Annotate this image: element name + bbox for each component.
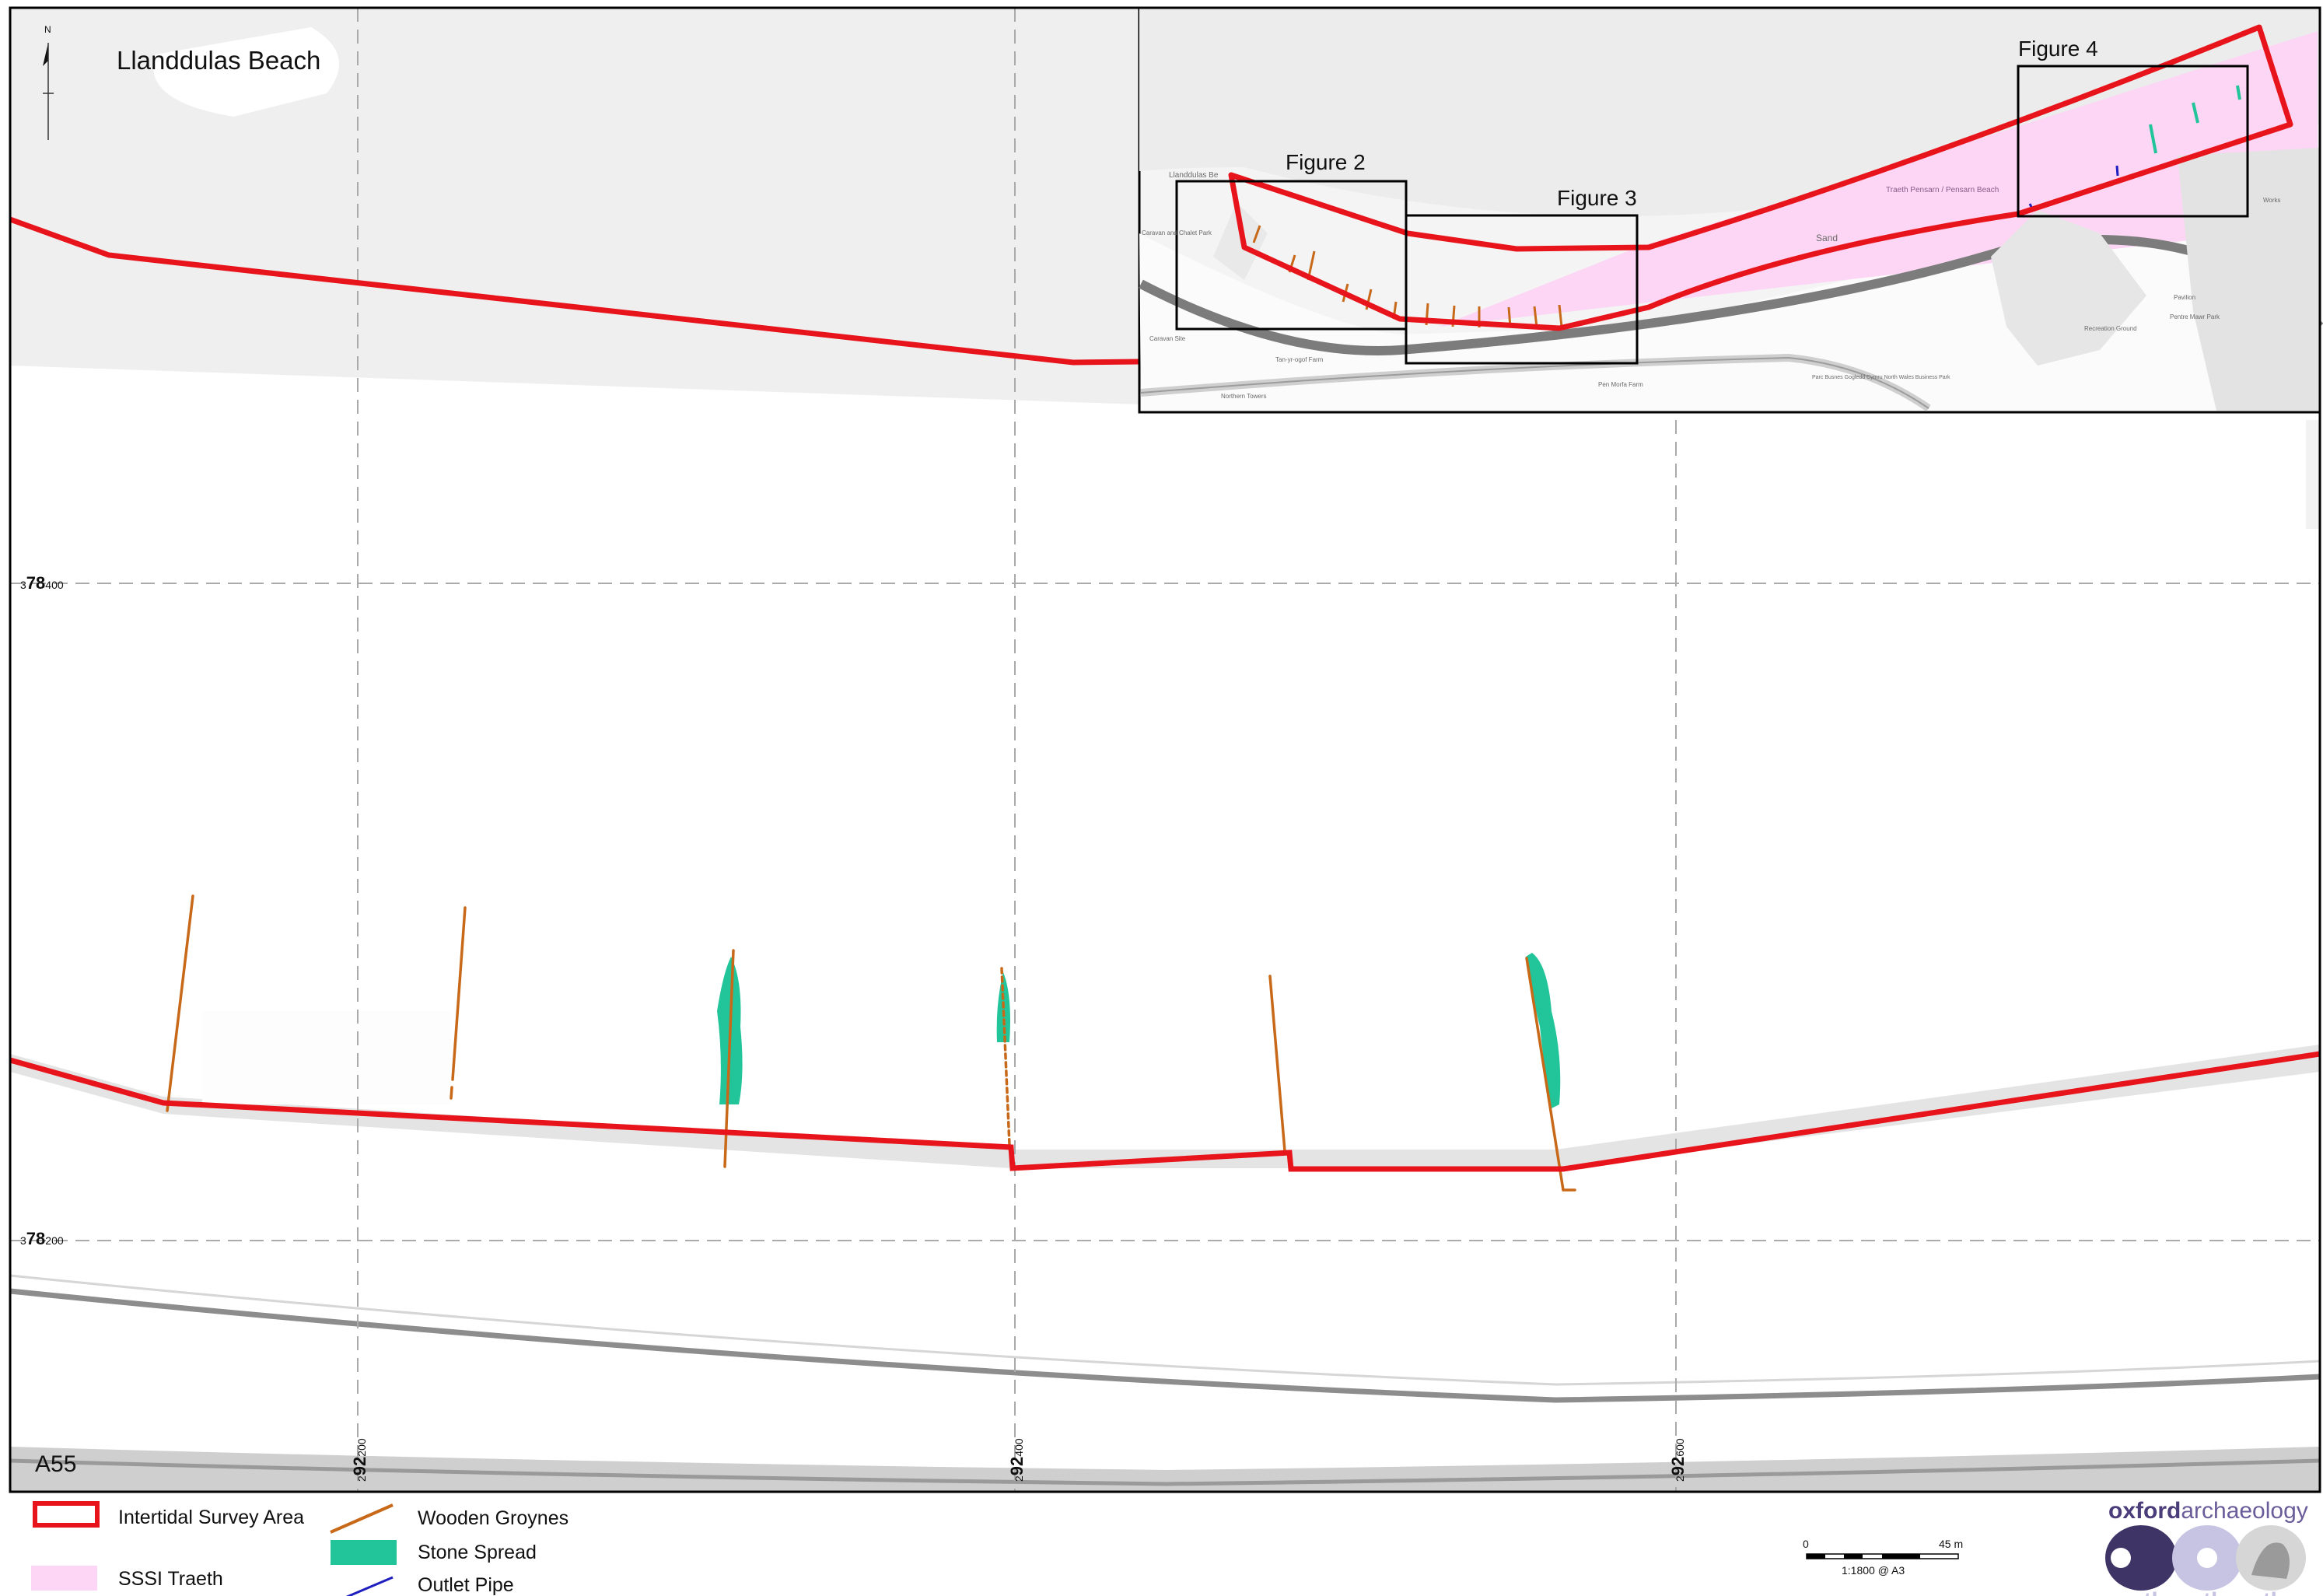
place-traeth: Traeth Pensarn / Pensarn Beach — [1886, 186, 1999, 194]
inset-sssi-traeth — [1439, 31, 2318, 327]
northing-label-378200: 378200 — [20, 1229, 64, 1248]
beach-patch — [202, 1011, 451, 1104]
groyne-1 — [166, 894, 194, 1112]
oxford-archaeology-logo: oxfordarchaeology northnorthnorth — [2105, 1498, 2308, 1596]
place-tan-yr-ogof: Tan-yr-ogof Farm — [1275, 356, 1324, 363]
edge-detail — [2306, 420, 2320, 529]
north-label: N — [44, 24, 51, 35]
railway-edge — [9, 1274, 2321, 1386]
place-pentre-mawr: Pentre Mawr Park — [2170, 313, 2220, 320]
groyne-4 — [1000, 967, 1011, 1146]
easting-label-292600: 292600 — [1668, 1438, 1688, 1482]
stone-spread-3 — [1526, 953, 1561, 1108]
easting-label-292200: 292200 — [350, 1438, 369, 1482]
grid-lines — [10, 8, 2320, 1492]
inset-stone-spreads — [2149, 85, 2241, 154]
place-works: Works — [2263, 197, 2281, 204]
place-caravan-park: Caravan and Chalet Park — [1142, 229, 1212, 236]
place-business-park: Parc Busnes Gogledd Cymru North Wales Bu… — [1812, 375, 1950, 380]
scale-bar: 0 45 m 1:1800 @ A3 — [1803, 1538, 1963, 1577]
legend-swatch-groynes — [330, 1503, 394, 1534]
a55-road-surface — [10, 1447, 2320, 1492]
foreshore-shading — [10, 8, 1139, 404]
groyne-6 — [1525, 957, 1565, 1192]
legend-swatch-outlet — [345, 1576, 394, 1596]
legend: Intertidal Survey Area SSSI Traeth Woode… — [31, 1501, 569, 1596]
groyne-5 — [1268, 975, 1286, 1153]
inset-place-labels: Llanddulas Be Sand Traeth Pensarn / Pens… — [1142, 171, 2281, 400]
inset-road-2-edge — [1140, 356, 1929, 409]
legend-swatch-sssi — [31, 1566, 97, 1591]
railway-line — [9, 1288, 2321, 1403]
legend-label-groynes: Wooden Groynes — [418, 1507, 569, 1529]
easting-label-292400: 292400 — [1007, 1438, 1027, 1482]
inset-outlet-pipe — [2115, 165, 2119, 177]
inset-a55 — [1139, 235, 2323, 355]
place-pen-morfa: Pen Morfa Farm — [1598, 381, 1643, 388]
scale-ratio-label: 1:1800 @ A3 — [1842, 1564, 1905, 1577]
road-label-a55: A55 — [35, 1451, 76, 1477]
scale-end-label: 45 m — [1939, 1538, 1963, 1550]
place-recreation-ground: Recreation Ground — [2084, 325, 2137, 332]
survey-area-boundary-north — [9, 216, 1140, 366]
legend-label-outlet: Outlet Pipe — [418, 1574, 514, 1596]
north-arrow: N — [43, 24, 54, 140]
inset-map: Figure 2 Figure 3 Figure 4 Llanddulas Be… — [1138, 6, 2323, 414]
legend-label-stone: Stone Spread — [418, 1542, 537, 1563]
northing-label-378400: 378400 — [20, 573, 64, 593]
north-arrow-head — [43, 43, 48, 66]
figure-3-label: Figure 3 — [1557, 186, 1637, 210]
legend-label-survey-area: Intertidal Survey Area — [118, 1507, 304, 1528]
logo-subtext: northnorthnorth — [2106, 1588, 2285, 1596]
legend-label-sssi: SSSI Traeth — [118, 1568, 223, 1590]
place-caravan-site: Caravan Site — [1149, 335, 1186, 342]
place-northern-towers: Northern Towers — [1221, 393, 1267, 400]
map-border — [9, 6, 2321, 1493]
logo-text: oxfordarchaeology — [2108, 1498, 2308, 1524]
figure-3-frame[interactable] — [1405, 214, 1639, 365]
inset-town-block-1 — [1991, 210, 2146, 366]
sandbank-patch — [153, 27, 339, 117]
promenade-strip — [10, 1045, 2320, 1168]
figure-4-label: Figure 4 — [2018, 37, 2098, 61]
figure-2-label: Figure 2 — [1286, 150, 1366, 174]
survey-area-boundary-south — [9, 1051, 2321, 1172]
logo-circle-dark — [2105, 1525, 2177, 1591]
place-sand: Sand — [1816, 233, 1838, 243]
map-title: Llanddulas Beach — [117, 46, 320, 75]
groyne-2 — [451, 906, 467, 1081]
inset-town-block-2 — [2178, 148, 2320, 411]
logo-emblem-figure — [2251, 1542, 2290, 1579]
inset-survey-area — [1228, 24, 2293, 331]
place-llanddulas: Llanddulas Be — [1169, 171, 1219, 180]
groyne-2-fragment — [450, 1086, 453, 1100]
legend-swatch-survey-area — [33, 1501, 100, 1528]
figure-4-frame[interactable] — [2017, 65, 2249, 218]
legend-swatch-stone — [331, 1540, 397, 1565]
place-pavilion: Pavilion — [2174, 294, 2195, 301]
a55-road-edge — [9, 1458, 2321, 1486]
scale-start-label: 0 — [1803, 1538, 1809, 1550]
